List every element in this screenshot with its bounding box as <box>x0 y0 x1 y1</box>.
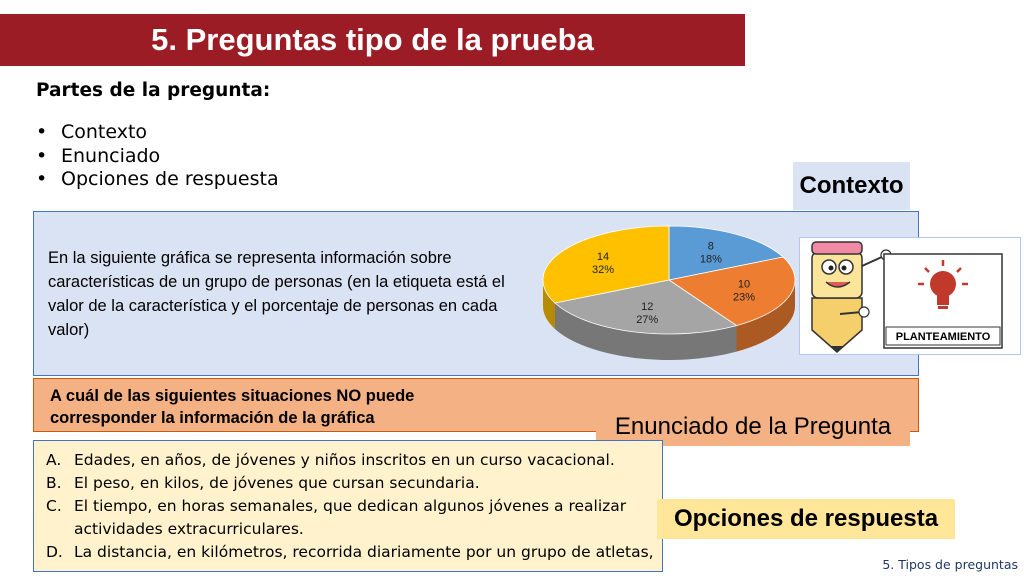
lightbulb-icon <box>918 260 968 309</box>
pie-label-value: 14 <box>597 251 609 263</box>
option-letter: B. <box>46 474 62 492</box>
pie-label-percent: 18% <box>700 254 722 266</box>
pie-label-value: 10 <box>738 278 750 290</box>
pie-slice-8 <box>668 225 784 281</box>
options-box: A. Edades, en años, de jóvenes y niños i… <box>33 440 663 572</box>
pie-label-percent: 27% <box>636 314 658 326</box>
option-text: La distancia, en kilómetros, recorrida d… <box>74 543 654 561</box>
pie-label-percent: 23% <box>733 291 755 303</box>
pencil-character-icon: PLANTEAMIENTO <box>811 241 1003 353</box>
parts-item-contexto: Contexto <box>36 121 279 145</box>
planteamiento-text: PLANTEAMIENTO <box>896 331 991 343</box>
pie-label-percent: 32% <box>592 264 614 276</box>
footer-text: 5. Tipos de preguntas <box>882 557 1018 572</box>
option-text: El peso, en kilos, de jóvenes que cursan… <box>74 474 480 492</box>
opciones-label: Opciones de respuesta <box>657 499 955 539</box>
options-list: A. Edades, en años, de jóvenes y niños i… <box>46 449 656 564</box>
contexto-label: Contexto <box>793 162 910 210</box>
option-letter: A. <box>46 451 62 469</box>
pie-label-value: 12 <box>641 301 653 313</box>
option-letter: D. <box>46 543 63 561</box>
option-text: El tiempo, en horas semanales, que dedic… <box>74 497 627 538</box>
option-letter: C. <box>46 497 62 515</box>
pie-tops <box>542 225 796 335</box>
context-text: En la siguiente gráfica se representa in… <box>48 249 505 339</box>
option-a: A. Edades, en años, de jóvenes y niños i… <box>46 449 656 472</box>
pie-slice-side <box>554 302 737 360</box>
pie-slice-10 <box>667 256 796 327</box>
parts-heading: Partes de la pregunta: <box>36 80 271 101</box>
parts-item-opciones: Opciones de respuesta <box>36 168 279 192</box>
question-text: A cuál de las siguientes situaciones NO … <box>50 387 415 427</box>
slide-title: 5. Preguntas tipo de la prueba <box>0 14 745 66</box>
context-box: En la siguiente gráfica se representa in… <box>33 211 919 376</box>
parts-list: Contexto Enunciado Opciones de respuesta <box>36 121 279 192</box>
parts-item-enunciado: Enunciado <box>36 145 279 169</box>
pie-label-value: 8 <box>708 241 714 253</box>
pie-slice-14 <box>542 225 670 304</box>
option-b: B. El peso, en kilos, de jóvenes que cur… <box>46 472 656 495</box>
option-d: D. La distancia, en kilómetros, recorrid… <box>46 541 656 564</box>
enunciado-label: Enunciado de la Pregunta <box>596 408 910 446</box>
option-text: Edades, en años, de jóvenes y niños insc… <box>74 451 615 469</box>
option-c: C. El tiempo, en horas semanales, que de… <box>46 495 656 541</box>
pie-slice-side <box>736 280 795 352</box>
parts-section: Partes de la pregunta: Contexto Enunciad… <box>36 80 279 192</box>
pie-slice-12 <box>554 279 738 335</box>
planteamiento-illustration: PLANTEAMIENTO <box>799 237 1021 355</box>
